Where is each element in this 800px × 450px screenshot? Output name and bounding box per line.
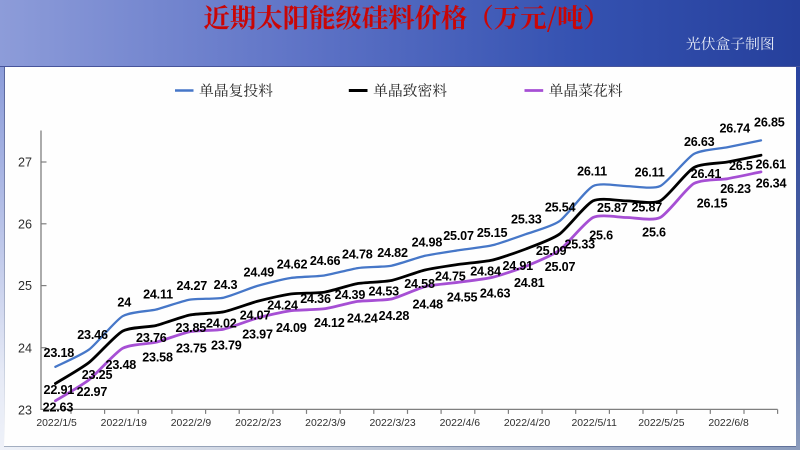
svg-text:24.12: 24.12	[314, 316, 345, 330]
svg-text:25.33: 25.33	[564, 238, 595, 252]
svg-text:25.07: 25.07	[443, 229, 474, 243]
svg-text:24.3: 24.3	[214, 278, 238, 292]
svg-text:25.09: 25.09	[536, 244, 567, 258]
svg-text:23.25: 23.25	[82, 368, 113, 382]
svg-text:27: 27	[18, 156, 32, 170]
svg-text:24.07: 24.07	[240, 309, 271, 323]
svg-text:26.61: 26.61	[755, 157, 786, 171]
svg-text:23.46: 23.46	[77, 328, 108, 342]
svg-text:2022/5/11: 2022/5/11	[571, 418, 617, 429]
svg-text:24.28: 24.28	[379, 309, 410, 323]
svg-text:2022/1/19: 2022/1/19	[101, 418, 147, 429]
svg-text:25.54: 25.54	[545, 200, 576, 214]
svg-text:2022/4/6: 2022/4/6	[440, 418, 481, 429]
svg-text:24.98: 24.98	[412, 236, 443, 250]
svg-text:24: 24	[117, 296, 131, 310]
svg-text:26.15: 26.15	[697, 196, 728, 210]
svg-text:24.66: 24.66	[310, 254, 341, 268]
svg-text:24.24: 24.24	[267, 299, 298, 313]
svg-text:24.81: 24.81	[514, 276, 545, 290]
svg-text:24.36: 24.36	[300, 292, 331, 306]
svg-text:2022/5/25: 2022/5/25	[638, 418, 684, 429]
svg-text:24.09: 24.09	[276, 321, 307, 335]
svg-text:26.34: 26.34	[756, 177, 787, 191]
svg-text:23.48: 23.48	[106, 358, 137, 372]
svg-text:25.07: 25.07	[545, 260, 576, 274]
svg-text:2022/3/9: 2022/3/9	[305, 418, 346, 429]
svg-text:23: 23	[18, 404, 32, 418]
svg-text:22.91: 22.91	[44, 383, 75, 397]
svg-text:25.6: 25.6	[589, 229, 613, 243]
svg-text:26.11: 26.11	[577, 165, 607, 179]
svg-text:26.63: 26.63	[684, 135, 715, 149]
svg-text:26.41: 26.41	[691, 167, 722, 181]
svg-text:2022/3/23: 2022/3/23	[369, 418, 415, 429]
svg-text:25.6: 25.6	[642, 226, 666, 240]
svg-text:22.97: 22.97	[77, 385, 108, 399]
svg-text:24.48: 24.48	[412, 298, 443, 312]
svg-text:25: 25	[18, 279, 32, 293]
svg-text:26.11: 26.11	[635, 165, 665, 179]
svg-text:23.79: 23.79	[211, 339, 242, 353]
svg-text:24.91: 24.91	[502, 259, 533, 273]
svg-text:24.02: 24.02	[206, 317, 237, 331]
svg-text:25.87: 25.87	[597, 201, 628, 215]
svg-text:26.74: 26.74	[719, 122, 750, 136]
svg-text:24.63: 24.63	[480, 287, 511, 301]
svg-text:22.63: 22.63	[43, 401, 74, 415]
svg-text:25.33: 25.33	[511, 213, 542, 227]
svg-text:24.27: 24.27	[177, 279, 208, 293]
svg-text:24.84: 24.84	[470, 265, 501, 279]
svg-text:23.97: 23.97	[242, 327, 273, 341]
svg-text:23.18: 23.18	[44, 346, 75, 360]
svg-text:23.76: 23.76	[136, 331, 167, 345]
svg-text:23.75: 23.75	[176, 342, 207, 356]
svg-text:24.62: 24.62	[277, 257, 308, 271]
svg-text:26: 26	[18, 217, 32, 231]
svg-text:23.58: 23.58	[142, 351, 173, 365]
svg-text:2022/6/8: 2022/6/8	[708, 418, 749, 429]
svg-text:24.39: 24.39	[335, 288, 366, 302]
svg-text:24.24: 24.24	[347, 311, 378, 325]
svg-text:2022/4/20: 2022/4/20	[504, 418, 550, 429]
svg-text:25.87: 25.87	[632, 200, 663, 214]
svg-text:24.11: 24.11	[143, 288, 173, 302]
svg-text:2022/1/5: 2022/1/5	[36, 418, 77, 429]
svg-text:24.82: 24.82	[377, 246, 408, 260]
svg-text:24.49: 24.49	[244, 266, 275, 280]
svg-text:24.58: 24.58	[404, 277, 435, 291]
svg-text:23.85: 23.85	[176, 321, 207, 335]
svg-text:26.5: 26.5	[729, 159, 753, 173]
svg-text:24.55: 24.55	[447, 291, 478, 305]
svg-text:2022/2/23: 2022/2/23	[235, 418, 281, 429]
svg-text:24: 24	[18, 341, 32, 355]
svg-text:26.85: 26.85	[754, 116, 785, 130]
svg-text:24.78: 24.78	[342, 247, 373, 261]
svg-text:24.53: 24.53	[368, 285, 399, 299]
svg-text:26.23: 26.23	[720, 182, 751, 196]
svg-text:2022/2/9: 2022/2/9	[171, 418, 212, 429]
svg-text:24.75: 24.75	[435, 269, 466, 283]
svg-text:25.15: 25.15	[477, 226, 508, 240]
